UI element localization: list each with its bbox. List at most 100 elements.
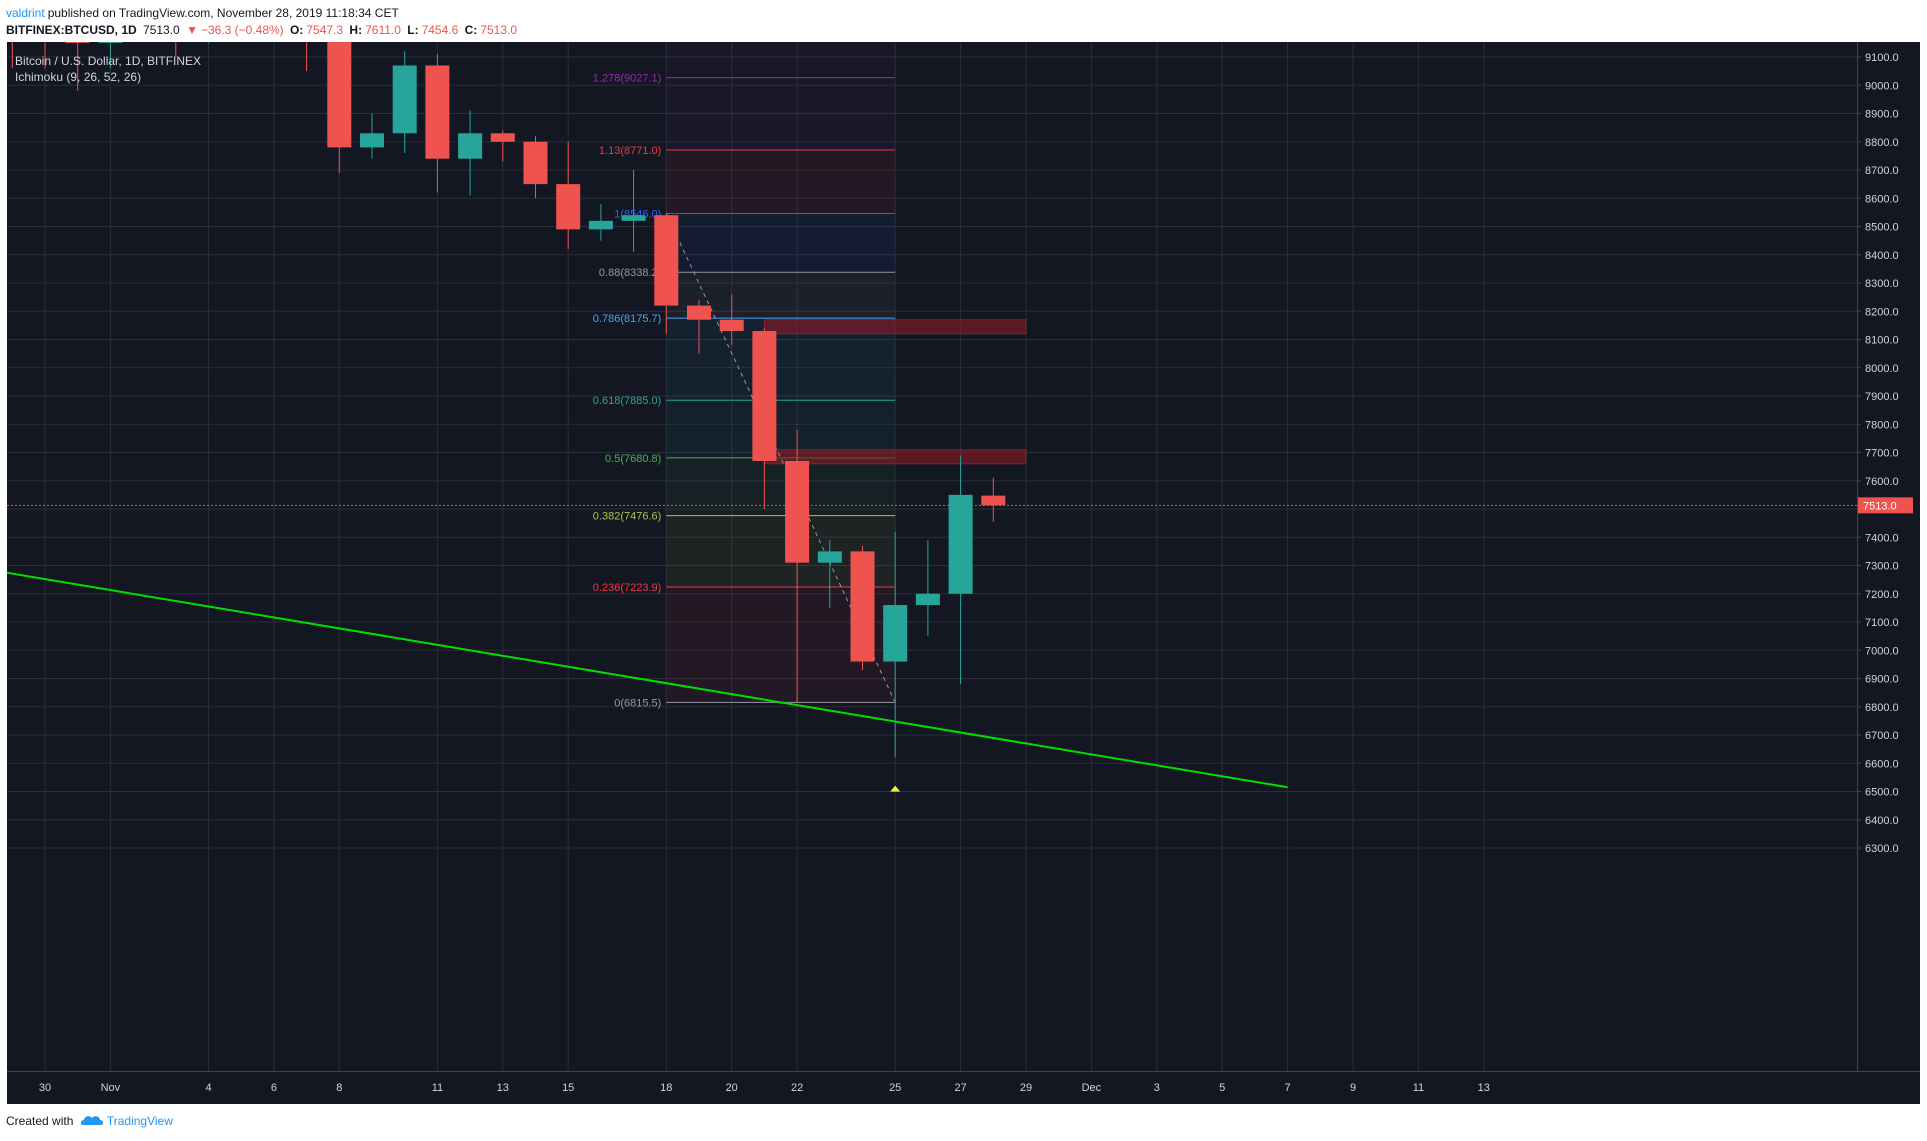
candle xyxy=(360,113,384,159)
open-value: 7547.3 xyxy=(306,23,344,37)
footer: Created with TradingView xyxy=(6,1114,173,1128)
tradingview-cloud-icon xyxy=(80,1116,103,1125)
fib-level-label: 0.88(8338.2) xyxy=(599,267,661,279)
candle-body xyxy=(621,215,646,221)
published-text: published on TradingView.com, November 2… xyxy=(47,6,399,20)
candle xyxy=(523,136,548,199)
symbol-quote: BITFINEX:BTCUSD, 1D 7513.0 ▼ −36.3 (−0.48… xyxy=(6,23,520,37)
candle-body xyxy=(458,133,483,159)
date-tick-label: 25 xyxy=(889,1082,901,1094)
resistance-zone xyxy=(763,319,1027,335)
indicator-label[interactable]: Ichimoku (9, 26, 52, 26) xyxy=(15,70,142,84)
candle-body xyxy=(392,65,417,134)
candle-body xyxy=(327,42,352,148)
fib-band xyxy=(666,149,896,214)
candle-body xyxy=(817,551,842,563)
candle xyxy=(327,42,352,173)
date-tick-label: 27 xyxy=(954,1082,966,1094)
price-tick-label: 7200.0 xyxy=(1865,589,1899,601)
price-chart[interactable]: 0(6815.5) 0.236(7223.9) 0.382(7476.6) 0.5(7… xyxy=(7,42,1920,1104)
price-tick-label: 9100.0 xyxy=(1865,52,1899,64)
candle xyxy=(425,54,450,193)
candle xyxy=(850,545,875,671)
price-tick-label: 7000.0 xyxy=(1865,645,1899,657)
price-tick-label: 8600.0 xyxy=(1865,193,1899,205)
date-tick-label: 11 xyxy=(432,1082,443,1094)
date-tick-label: 18 xyxy=(660,1082,672,1094)
price-tick-label: 6800.0 xyxy=(1865,702,1899,714)
candle xyxy=(65,42,90,91)
date-tick-label: 5 xyxy=(1219,1082,1225,1094)
candle xyxy=(11,42,13,69)
fib-band xyxy=(666,77,896,150)
fib-level-label: 0.786(8175.7) xyxy=(593,313,662,325)
candle-body xyxy=(65,42,90,43)
candle xyxy=(687,299,711,354)
candle xyxy=(98,42,123,69)
date-tick-label: 9 xyxy=(1350,1082,1356,1094)
price-tick-label: 6700.0 xyxy=(1865,730,1899,742)
price-tick-label: 8300.0 xyxy=(1865,278,1899,290)
series-title: Bitcoin / U.S. Dollar, 1D, BITFINEX xyxy=(15,54,202,68)
candle xyxy=(490,130,515,162)
author-link[interactable]: valdrint xyxy=(6,6,45,20)
price-tick-label: 8400.0 xyxy=(1865,250,1899,262)
candle xyxy=(654,213,679,334)
tradingview-brand-link[interactable]: TradingView xyxy=(106,1114,173,1128)
candle xyxy=(981,477,1006,522)
price-tick-label: 6300.0 xyxy=(1865,843,1899,855)
date-tick-label: 7 xyxy=(1285,1082,1291,1094)
candle xyxy=(915,540,940,637)
price-tick-label: 8700.0 xyxy=(1865,165,1899,177)
last-price: 7513.0 xyxy=(143,23,180,37)
candle-body xyxy=(981,495,1006,506)
price-tick-label: 6600.0 xyxy=(1865,758,1899,770)
chart-legend: Bitcoin / U.S. Dollar, 1D, BITFINEX Ichi… xyxy=(15,53,201,85)
candle-body xyxy=(719,319,744,332)
date-tick-label: 6 xyxy=(271,1082,277,1094)
price-tick-label: 7700.0 xyxy=(1865,448,1899,460)
date-tick-label: 8 xyxy=(336,1082,342,1094)
candle-body xyxy=(360,133,384,148)
fib-level-label: 0(6815.5) xyxy=(614,697,661,709)
created-with-text: Created with xyxy=(6,1114,74,1128)
candle xyxy=(306,42,308,72)
date-tick-label: 13 xyxy=(1478,1082,1490,1094)
close-value: 7513.0 xyxy=(480,23,517,37)
date-tick-label: 4 xyxy=(205,1082,211,1094)
change-down-icon: ▼ xyxy=(186,23,198,37)
fib-band xyxy=(666,400,896,458)
candle-body xyxy=(850,551,875,662)
price-tick-label: 7600.0 xyxy=(1865,476,1899,488)
candle xyxy=(556,141,581,250)
low-label: L: xyxy=(407,23,419,37)
date-tick-label: 30 xyxy=(39,1082,51,1094)
fib-band xyxy=(666,457,896,516)
candle xyxy=(588,203,613,241)
price-tick-label: 7400.0 xyxy=(1865,532,1899,544)
candle xyxy=(44,42,46,69)
current-price-label: 7513.0 xyxy=(1863,500,1897,512)
arrow-marker-icon xyxy=(890,785,901,792)
candle xyxy=(175,42,177,57)
trend-line xyxy=(7,571,1288,789)
price-tick-label: 6400.0 xyxy=(1865,815,1899,827)
fib-band xyxy=(666,42,896,78)
candle xyxy=(458,110,483,196)
chart-canvas[interactable]: 0(6815.5) 0.236(7223.9) 0.382(7476.6) 0.5(7… xyxy=(7,42,1920,1104)
fib-level-label: 1.278(9027.1) xyxy=(593,73,662,85)
date-tick-label: 11 xyxy=(1413,1082,1424,1094)
date-tick-label: 15 xyxy=(562,1082,574,1094)
candle xyxy=(208,42,209,43)
price-tick-label: 7300.0 xyxy=(1865,561,1899,573)
candle-body xyxy=(687,305,711,320)
high-value: 7611.0 xyxy=(365,23,401,37)
candle-body xyxy=(490,133,515,142)
candle-body xyxy=(915,593,940,606)
candle-body xyxy=(588,220,613,230)
close-label: C: xyxy=(464,23,478,37)
candle-body xyxy=(948,494,973,594)
open-label: O: xyxy=(290,23,304,37)
high-label: H: xyxy=(349,23,363,37)
candle xyxy=(752,328,777,509)
